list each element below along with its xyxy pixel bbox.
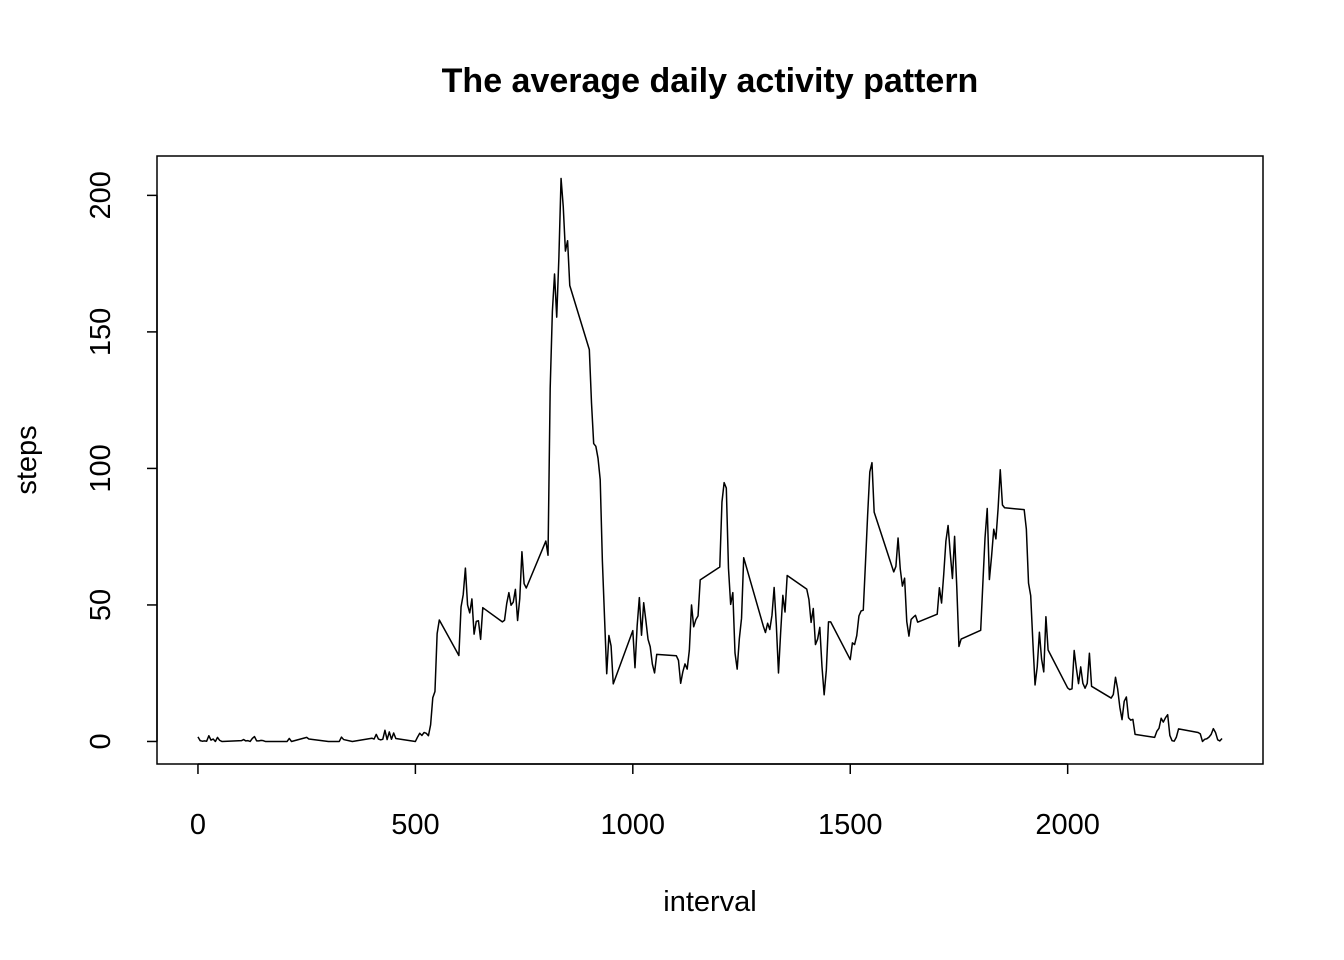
x-tick-label: 1000 <box>601 809 666 841</box>
x-tick-label: 0 <box>190 809 206 841</box>
chart-title: The average daily activity pattern <box>442 62 979 100</box>
y-axis-label: steps <box>11 425 43 494</box>
plot-frame <box>156 155 1264 765</box>
x-axis-label: interval <box>663 886 757 918</box>
x-tick-label: 500 <box>391 809 439 841</box>
y-tick-label: 50 <box>85 589 117 621</box>
y-tick-label: 200 <box>85 171 117 219</box>
y-tick-label: 150 <box>85 308 117 356</box>
x-tick-label: 2000 <box>1035 809 1100 841</box>
x-tick-label: 1500 <box>818 809 883 841</box>
y-tick-label: 0 <box>85 733 117 749</box>
y-tick-label: 100 <box>85 444 117 492</box>
data-line <box>197 177 1223 743</box>
